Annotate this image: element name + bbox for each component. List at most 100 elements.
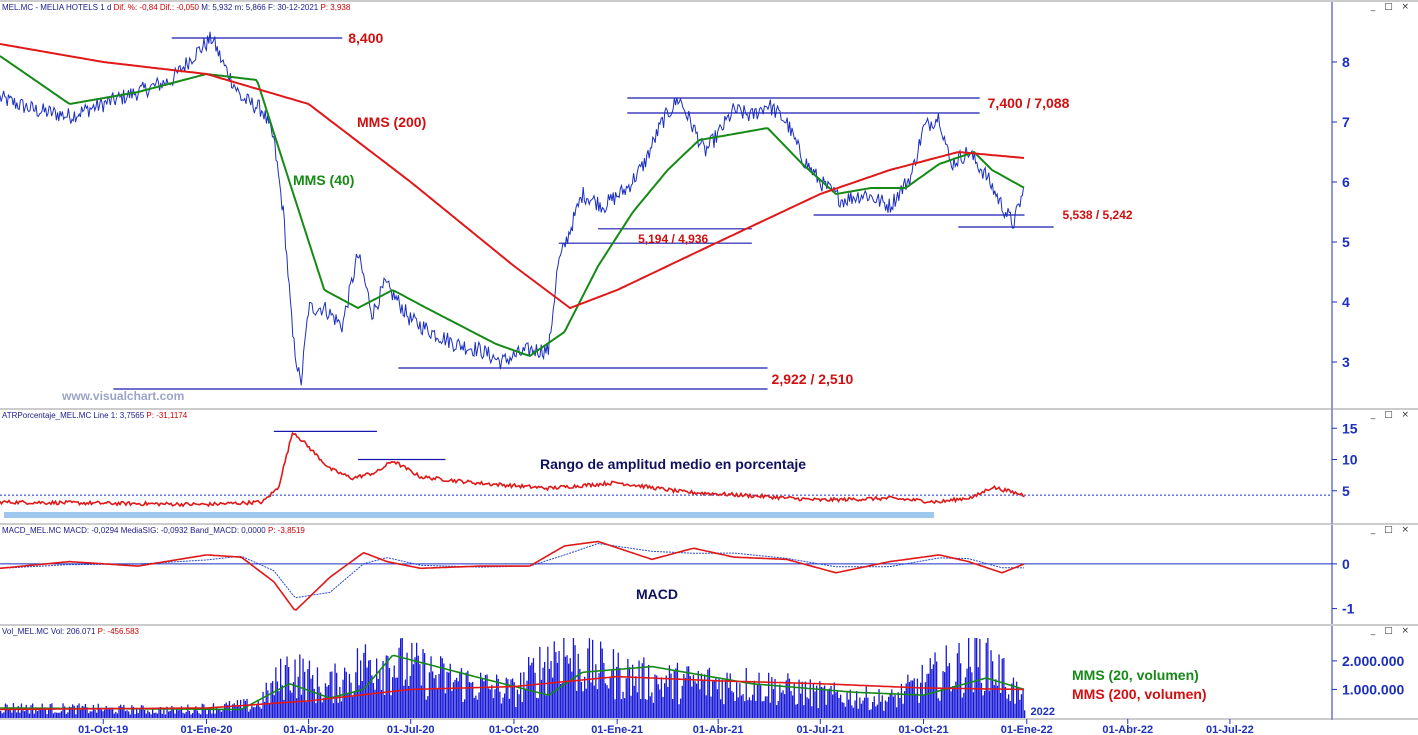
volume-bar — [652, 702, 655, 718]
volume-bar — [910, 680, 912, 718]
volume-bar — [425, 699, 427, 718]
volume-bar — [198, 713, 200, 718]
volume-bar — [139, 708, 141, 718]
volume-bar — [760, 685, 762, 718]
volume-bar — [553, 641, 555, 718]
volume-bar — [814, 691, 816, 718]
volume-bar — [500, 703, 503, 718]
dif-label: Dif.: -0,050 — [159, 3, 200, 12]
volume-bar — [409, 675, 411, 718]
volume-bar — [193, 707, 195, 718]
volume-bar — [76, 705, 79, 718]
volume-bar — [502, 697, 504, 718]
volume-bar — [752, 694, 754, 718]
date-label: F: 30-12-2021 — [268, 3, 319, 12]
volume-bar — [691, 686, 693, 718]
volume-bar — [561, 683, 563, 718]
volume-bar — [297, 676, 299, 718]
volume-bar — [428, 672, 431, 718]
volume-bar — [606, 685, 608, 718]
atr-annotation: Rango de amplitud medio en porcentaje — [540, 456, 806, 472]
price-panel-header: MEL.MC - MELIA HOTELS 1 d Dif. %: -0,84 … — [2, 3, 350, 12]
level-label: 5,538 / 5,242 — [1063, 208, 1133, 222]
volume-bar — [185, 711, 187, 718]
volume-bar — [433, 678, 435, 718]
volume-bar — [852, 707, 855, 718]
volume-bar — [220, 711, 223, 718]
volume-ma200-legend: MMS (200, volumen) — [1072, 686, 1207, 702]
volume-bar — [150, 714, 152, 718]
ma40-annotation: MMS (40) — [293, 172, 354, 188]
volume-bar — [32, 703, 34, 718]
volume-bar — [878, 689, 880, 718]
volume-bar — [779, 684, 781, 718]
volume-bar — [643, 657, 645, 718]
volume-bar — [284, 665, 287, 718]
volume-bar — [497, 678, 499, 718]
volume-bar — [1000, 693, 1002, 718]
volume-bar — [816, 685, 818, 718]
volume-bar — [521, 702, 523, 718]
volume-bar — [420, 685, 423, 718]
volume-bar — [513, 682, 515, 718]
volume-bar — [56, 712, 58, 718]
volume-bar — [660, 677, 663, 718]
volume-bar — [766, 696, 768, 718]
price-window-controls[interactable]: _ □ × — [1370, 2, 1412, 12]
volume-bar — [216, 707, 218, 718]
volume-bar — [875, 706, 877, 718]
macd-name-label: MACD_MEL.MC — [2, 526, 62, 535]
volume-bar — [100, 709, 103, 718]
volume-bar — [20, 703, 23, 718]
volume-bar — [184, 713, 186, 718]
volume-bar — [555, 652, 557, 718]
volume-bar — [44, 707, 47, 718]
volume-bar — [113, 713, 115, 718]
volume-bar — [539, 646, 541, 718]
volume-bar — [726, 672, 728, 718]
volume-bar — [99, 707, 101, 718]
volume-bar — [315, 703, 317, 718]
volume-bar — [385, 655, 387, 718]
volume-bar — [825, 704, 827, 718]
volume-bar — [318, 686, 320, 718]
volume-bar — [996, 685, 999, 718]
volume-bar — [668, 665, 671, 718]
atr-window-controls[interactable]: _ □ × — [1370, 410, 1412, 420]
volume-bar — [62, 703, 64, 718]
volume-bars — [0, 638, 1026, 718]
volume-bar — [771, 677, 773, 718]
volume-bar — [724, 678, 727, 718]
volume-bar — [680, 698, 682, 718]
volume-bar — [836, 690, 839, 718]
volume-bar — [571, 671, 573, 718]
volume-bar — [790, 691, 792, 718]
volume-bar — [145, 713, 147, 718]
volume-bar — [312, 675, 314, 718]
volume-bar — [636, 692, 639, 718]
volume-bar — [398, 647, 400, 718]
macd-window-controls[interactable]: _ □ × — [1370, 525, 1412, 535]
macd-value-label: MACD: -0,0294 — [63, 526, 119, 535]
volume-bar — [0, 710, 2, 718]
volume-bar — [107, 707, 109, 718]
volume-bar — [72, 704, 74, 718]
volume-bar — [392, 677, 394, 718]
volume-bar — [598, 673, 600, 718]
volume-bar — [630, 695, 632, 718]
volume-window-controls[interactable]: _ □ × — [1370, 626, 1412, 636]
volume-bar — [36, 711, 39, 718]
volume-bar — [116, 713, 119, 718]
volume-bar — [985, 642, 987, 718]
volume-bar — [739, 683, 741, 718]
volume-bar — [640, 699, 642, 718]
macd-signal-label: MediaSIG: -0,0932 — [120, 526, 188, 535]
volume-bar — [68, 706, 71, 718]
volume-bar — [907, 674, 909, 718]
macd-line — [0, 540, 1025, 611]
volume-bar — [380, 690, 383, 718]
volume-bar — [873, 696, 875, 718]
volume-bar — [585, 688, 587, 718]
volume-bar — [944, 672, 946, 718]
volume-bar — [19, 712, 21, 718]
